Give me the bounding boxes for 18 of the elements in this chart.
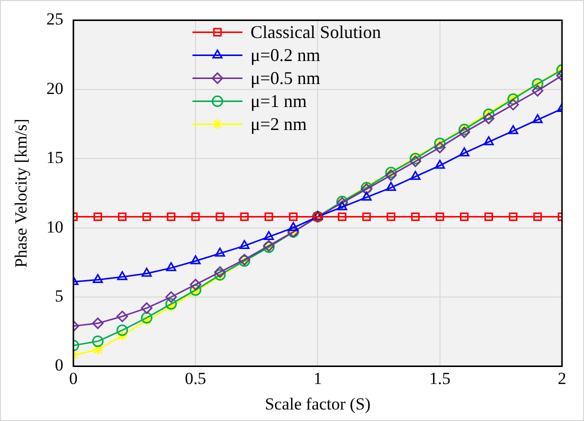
y-tick-label: 0 [54, 356, 64, 375]
x-tick-label: 1.5 [429, 368, 450, 388]
legend-label: μ=1 nm [250, 90, 307, 111]
legend-label: Classical Solution [250, 22, 381, 42]
y-tick-label: 25 [46, 10, 64, 29]
y-tick-label: 20 [46, 78, 64, 98]
x-tick-label: 0 [69, 368, 78, 388]
x-tick-label: 0.5 [184, 368, 206, 388]
legend-label: μ=2 nm [250, 114, 307, 134]
x-tick-label: 1 [313, 368, 322, 388]
y-axis-title: Phase Velocity [km/s] [12, 118, 31, 268]
y-tick-label: 5 [54, 286, 64, 306]
y-tick-label: 10 [46, 217, 64, 236]
x-tick-label: 2 [558, 368, 566, 388]
legend-label: μ=0.2 nm [250, 44, 320, 65]
legend-label: μ=0.5 nm [250, 68, 320, 88]
x-axis-title: Scale factor (S) [264, 394, 371, 414]
y-tick-label: 15 [46, 148, 64, 168]
